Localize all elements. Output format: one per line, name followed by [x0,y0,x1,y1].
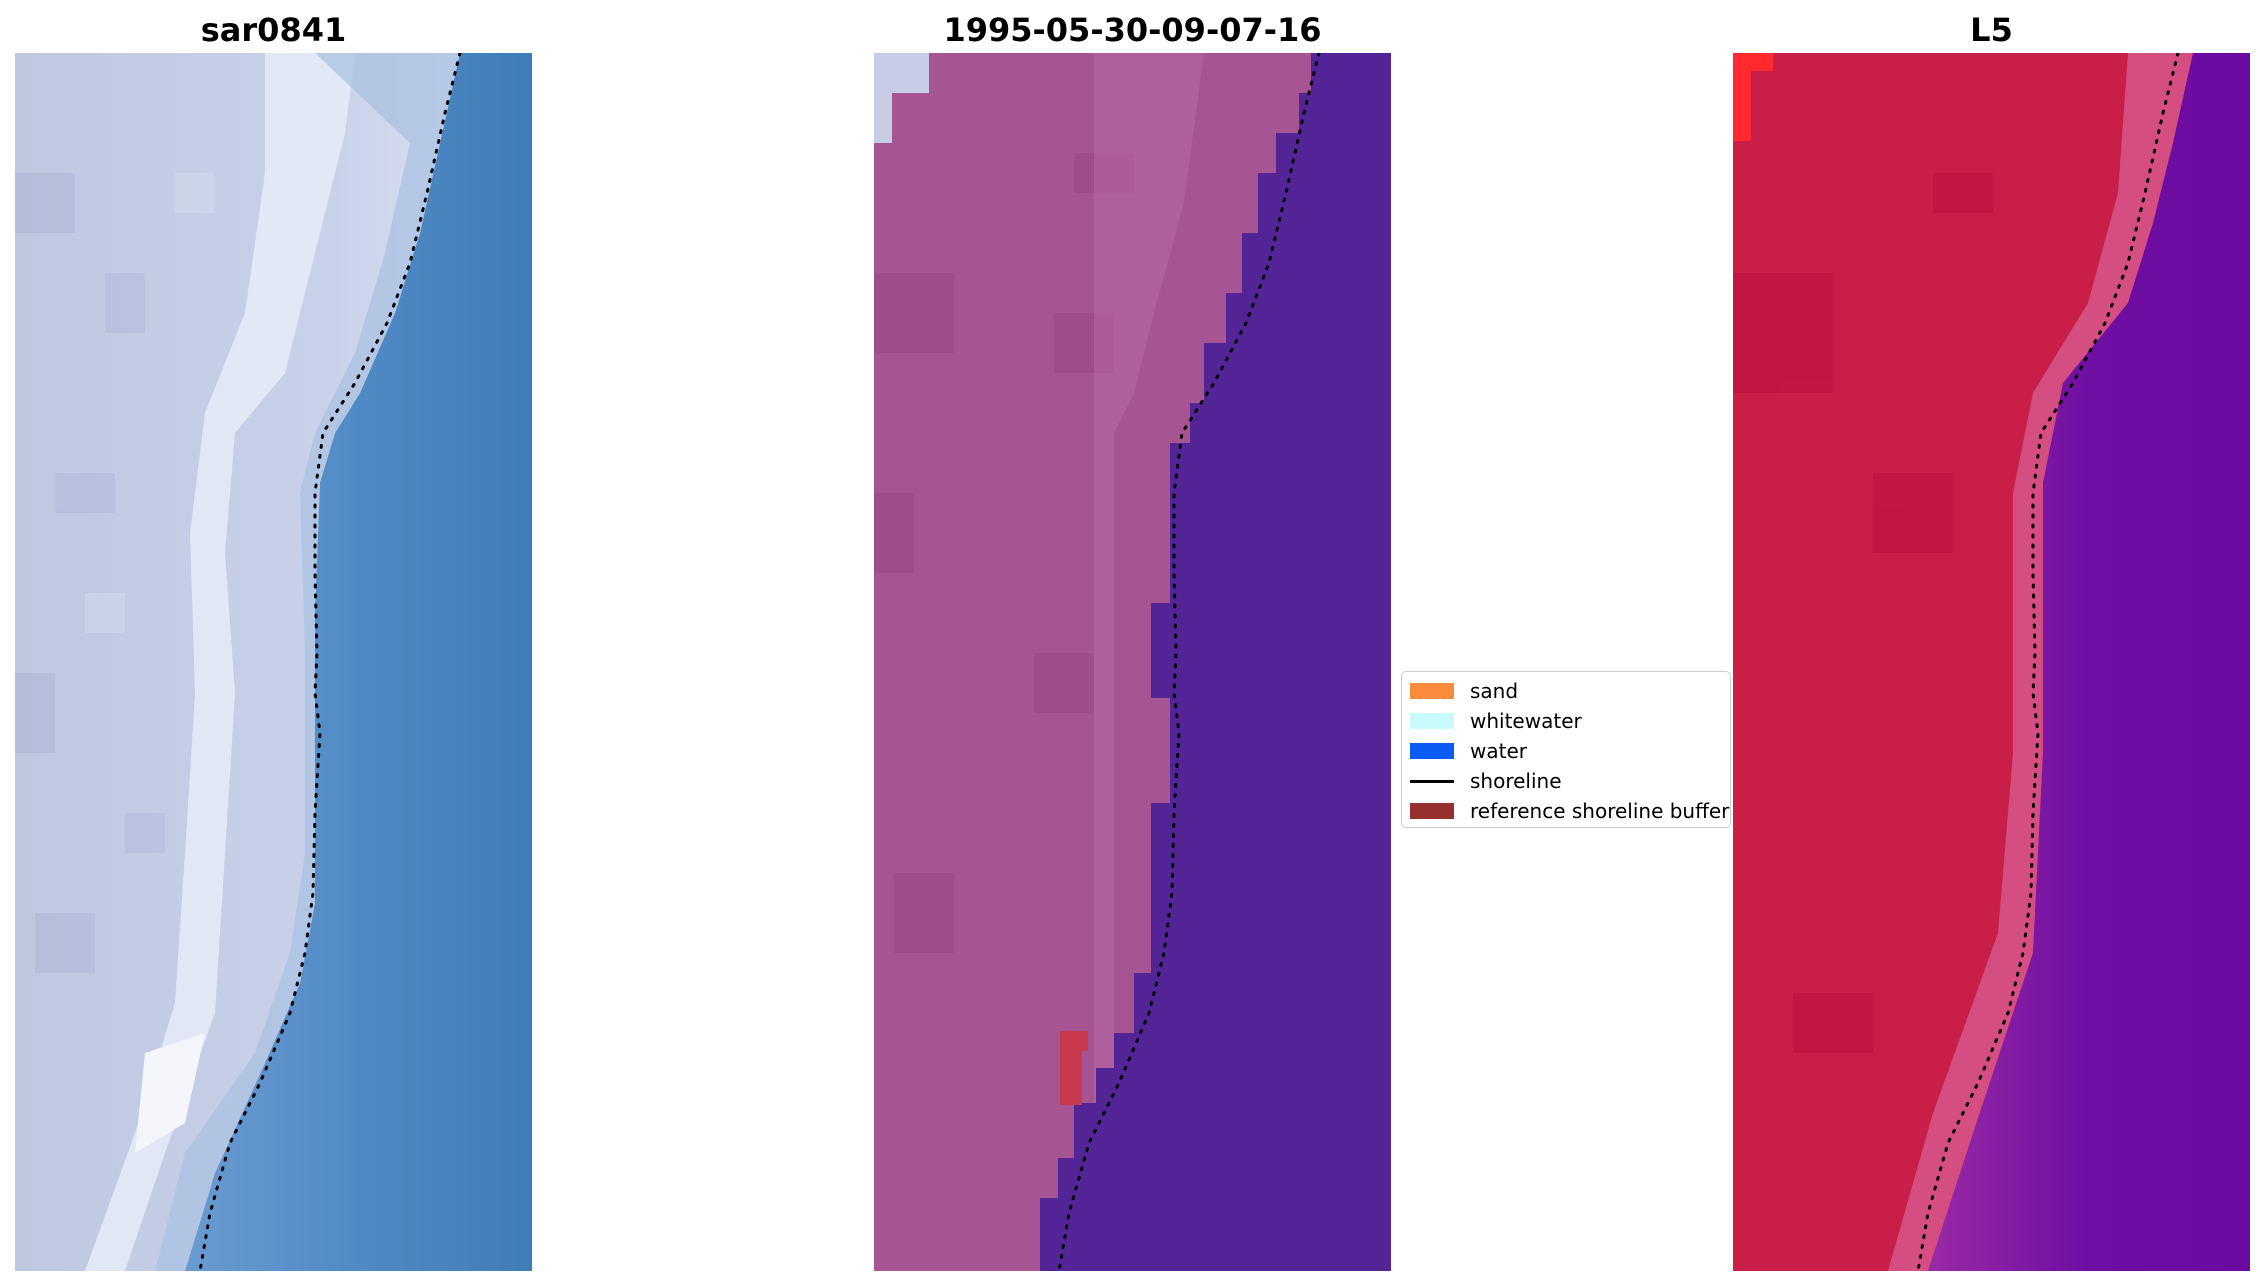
whitewater-patch [135,1033,205,1153]
legend-swatch-shoreline [1410,779,1454,783]
legend: sand whitewater water shoreline referenc… [1401,671,1731,828]
panel-title-rgb: sar0841 [200,11,347,49]
legend-label-shoreline: shoreline [1470,769,1562,793]
legend-label-whitewater: whitewater [1470,709,1582,733]
transition-zone [155,53,460,1271]
panel-title-index: L5 [1970,11,2013,49]
legend-swatch-reference-buffer [1410,803,1454,819]
whitewater-class-patch [874,53,929,93]
classified-image [874,53,1391,1271]
red-corner-patch-2 [1733,71,1751,141]
red-corner-patch [1733,53,1773,71]
legend-label-sand: sand [1470,679,1519,703]
swash-zone [85,53,355,1271]
legend-item-shoreline: shoreline [1410,768,1562,794]
legend-item-sand: sand [1410,678,1518,704]
water-class-area [1040,53,1391,1271]
panel-title-classified: 1995-05-30-09-07-16 [943,11,1322,49]
land-index-texture [1733,173,1993,1053]
sand-buffer-patch [1060,1031,1082,1105]
sand-buffer-patch-2 [1078,1031,1088,1051]
index-image-panel [1733,53,2250,1271]
rgb-image [15,53,532,1271]
legend-item-water: water [1410,738,1527,764]
water-area [185,53,532,1271]
whitewater-class-patch-2 [874,93,892,143]
transition-band [1094,53,1204,1271]
legend-item-whitewater: whitewater [1410,708,1582,734]
legend-swatch-sand [1410,683,1454,699]
legend-label-water: water [1470,739,1527,763]
rgb-image-panel [15,53,532,1271]
pixel-texture [15,173,215,973]
legend-swatch-whitewater [1410,713,1454,729]
water-index-area [1928,53,2250,1271]
index-image [1733,53,2250,1271]
classified-image-panel [874,53,1391,1271]
legend-swatch-water [1410,743,1454,759]
shore-transition-band [1888,53,2193,1271]
legend-label-reference-buffer: reference shoreline buffer [1470,799,1730,823]
legend-item-reference-buffer: reference shoreline buffer [1410,798,1729,824]
